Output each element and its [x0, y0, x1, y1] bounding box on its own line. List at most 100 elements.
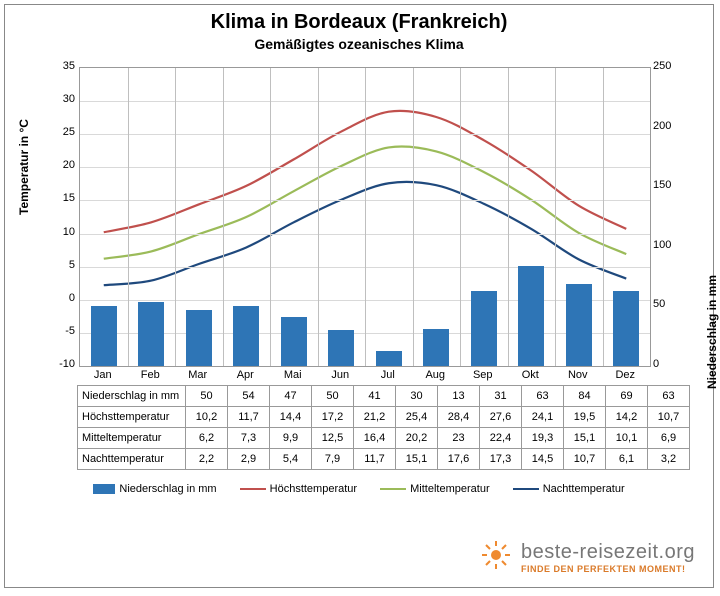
month-label: Nov	[554, 369, 602, 381]
footer: beste-reisezeit.org FINDE DEN PERFEKTEN …	[481, 540, 695, 575]
table-cell: 15,1	[396, 449, 438, 470]
legend-label: Höchsttemperatur	[270, 483, 357, 495]
legend-label: Nachttemperatur	[543, 483, 625, 495]
y-left-tick: -10	[45, 358, 75, 370]
table-cell: 11,7	[228, 407, 270, 428]
bar-niederschlag	[138, 302, 164, 366]
footer-tagline: FINDE DEN PERFEKTEN MOMENT!	[521, 564, 695, 574]
data-table: Niederschlag in mm5054475041301331638469…	[77, 385, 690, 470]
table-cell: 47	[270, 386, 312, 407]
category-divider	[365, 68, 366, 366]
y-right-tick: 50	[653, 298, 683, 310]
bar-niederschlag	[328, 330, 354, 366]
category-divider	[318, 68, 319, 366]
table-cell: 84	[564, 386, 606, 407]
table-cell: 6,1	[606, 449, 648, 470]
legend: Niederschlag in mm Höchsttemperatur Mitt…	[5, 483, 713, 495]
table-row: Nachttemperatur2,22,95,47,911,715,117,61…	[78, 449, 690, 470]
table-cell: 25,4	[396, 407, 438, 428]
row-header: Höchsttemperatur	[78, 407, 186, 428]
bar-niederschlag	[281, 317, 307, 366]
y-right-tick: 100	[653, 239, 683, 251]
table-cell: 30	[396, 386, 438, 407]
table-cell: 50	[312, 386, 354, 407]
table-cell: 17,3	[480, 449, 522, 470]
category-divider	[460, 68, 461, 366]
bar-niederschlag	[376, 351, 402, 366]
table-cell: 12,5	[312, 428, 354, 449]
table-cell: 10,7	[648, 407, 690, 428]
bar-niederschlag	[471, 291, 497, 366]
y-right-tick: 150	[653, 179, 683, 191]
month-label: Mar	[174, 369, 222, 381]
table-cell: 7,9	[312, 449, 354, 470]
table-cell: 21,2	[354, 407, 396, 428]
table-cell: 54	[228, 386, 270, 407]
table-cell: 63	[522, 386, 564, 407]
table-cell: 10,1	[606, 428, 648, 449]
y-left-tick: 35	[45, 60, 75, 72]
table-cell: 17,6	[438, 449, 480, 470]
month-label: Mai	[269, 369, 317, 381]
table-cell: 16,4	[354, 428, 396, 449]
table-row: Mitteltemperatur6,27,39,912,516,420,2232…	[78, 428, 690, 449]
table-cell: 11,7	[354, 449, 396, 470]
legend-label: Niederschlag in mm	[119, 483, 216, 495]
table-row: Niederschlag in mm5054475041301331638469…	[78, 386, 690, 407]
table-cell: 6,9	[648, 428, 690, 449]
legend-item-hoechst: Höchsttemperatur	[240, 483, 357, 495]
table-cell: 14,2	[606, 407, 648, 428]
legend-item-niederschlag: Niederschlag in mm	[93, 483, 216, 495]
table-cell: 6,2	[186, 428, 228, 449]
y-left-tick: 20	[45, 159, 75, 171]
y-right-tick: 0	[653, 358, 683, 370]
table-cell: 69	[606, 386, 648, 407]
row-header: Niederschlag in mm	[78, 386, 186, 407]
table-cell: 19,5	[564, 407, 606, 428]
bar-niederschlag	[566, 284, 592, 366]
table-cell: 27,6	[480, 407, 522, 428]
bar-niederschlag	[186, 310, 212, 366]
y-right-tick: 250	[653, 60, 683, 72]
month-label: Feb	[127, 369, 175, 381]
y-left-tick: 0	[45, 292, 75, 304]
table-cell: 3,2	[648, 449, 690, 470]
table-cell: 13	[438, 386, 480, 407]
month-label: Aug	[412, 369, 460, 381]
footer-brand: beste-reisezeit.org	[521, 541, 695, 564]
bar-niederschlag	[613, 291, 639, 366]
y-right-tick: 200	[653, 120, 683, 132]
bar-niederschlag	[91, 306, 117, 366]
chart-title: Klima in Bordeaux (Frankreich)	[5, 11, 713, 34]
category-divider	[508, 68, 509, 366]
table-cell: 5,4	[270, 449, 312, 470]
table-cell: 2,9	[228, 449, 270, 470]
category-divider	[603, 68, 604, 366]
month-label: Okt	[507, 369, 555, 381]
category-divider	[175, 68, 176, 366]
table-cell: 2,2	[186, 449, 228, 470]
table-cell: 10,2	[186, 407, 228, 428]
category-divider	[413, 68, 414, 366]
row-header: Mitteltemperatur	[78, 428, 186, 449]
y-left-tick: 25	[45, 126, 75, 138]
month-label: Jun	[317, 369, 365, 381]
legend-label: Mitteltemperatur	[410, 483, 489, 495]
y-left-axis-label: Temperatur in °C	[17, 119, 31, 215]
month-label: Jan	[79, 369, 127, 381]
table-cell: 7,3	[228, 428, 270, 449]
month-label: Sep	[459, 369, 507, 381]
table-cell: 41	[354, 386, 396, 407]
legend-swatch-bar	[93, 484, 115, 494]
chart-container: Klima in Bordeaux (Frankreich) Gemäßigte…	[4, 4, 714, 588]
y-right-axis-label: Niederschlag in mm	[705, 275, 719, 389]
category-divider	[270, 68, 271, 366]
y-left-tick: 10	[45, 226, 75, 238]
row-header: Nachttemperatur	[78, 449, 186, 470]
chart-subtitle: Gemäßigtes ozeanisches Klima	[5, 36, 713, 52]
table-cell: 22,4	[480, 428, 522, 449]
table-cell: 19,3	[522, 428, 564, 449]
table-cell: 50	[186, 386, 228, 407]
month-label: Jul	[364, 369, 412, 381]
y-left-tick: 30	[45, 93, 75, 105]
